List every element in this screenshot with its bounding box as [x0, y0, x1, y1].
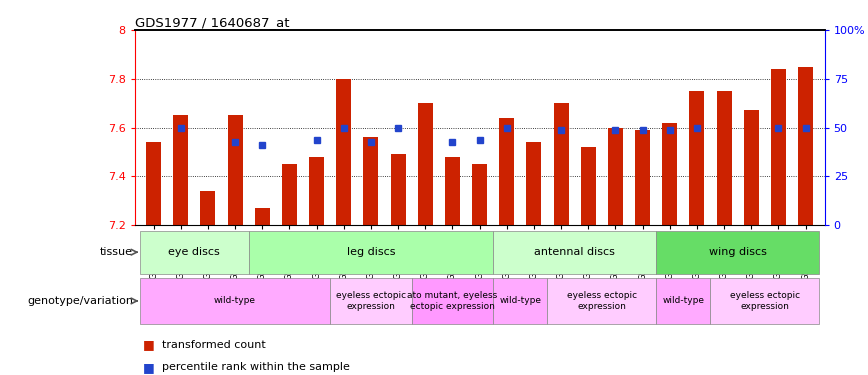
Text: leg discs: leg discs — [346, 247, 395, 257]
Bar — [472, 164, 487, 225]
Bar — [309, 157, 324, 225]
Bar — [140, 278, 330, 324]
Text: wild-type: wild-type — [662, 296, 704, 305]
Bar — [418, 103, 433, 225]
Text: wild-type: wild-type — [214, 296, 256, 305]
Bar — [744, 110, 759, 225]
Text: eyeless ectopic
expression: eyeless ectopic expression — [730, 291, 800, 310]
Bar — [526, 142, 542, 225]
Bar — [330, 278, 411, 324]
Bar — [499, 118, 514, 225]
Text: ■: ■ — [143, 361, 155, 374]
Text: eyeless ectopic
expression: eyeless ectopic expression — [336, 291, 406, 310]
Bar — [656, 278, 711, 324]
Bar — [771, 69, 786, 225]
Text: ■: ■ — [143, 339, 155, 351]
Text: eyeless ectopic
expression: eyeless ectopic expression — [567, 291, 637, 310]
Bar — [548, 278, 656, 324]
Bar — [254, 208, 270, 225]
Text: GDS1977 / 1640687_at: GDS1977 / 1640687_at — [135, 16, 289, 29]
Bar — [717, 91, 732, 225]
Bar — [146, 142, 161, 225]
Bar — [711, 278, 819, 324]
Text: wing discs: wing discs — [709, 247, 766, 257]
Bar — [201, 191, 215, 225]
Bar — [445, 157, 460, 225]
Bar — [635, 130, 650, 225]
Bar — [581, 147, 595, 225]
Text: tissue: tissue — [100, 247, 133, 257]
Bar — [227, 115, 242, 225]
Bar — [493, 278, 548, 324]
Bar — [140, 231, 248, 274]
Bar — [248, 231, 493, 274]
Bar — [608, 128, 623, 225]
Text: percentile rank within the sample: percentile rank within the sample — [162, 363, 350, 372]
Bar — [689, 91, 705, 225]
Bar — [411, 278, 493, 324]
Bar — [656, 231, 819, 274]
Bar — [364, 137, 378, 225]
Text: ato mutant, eyeless
ectopic expression: ato mutant, eyeless ectopic expression — [407, 291, 497, 310]
Text: transformed count: transformed count — [162, 340, 266, 350]
Bar — [336, 79, 352, 225]
Bar — [174, 115, 188, 225]
Bar — [493, 231, 656, 274]
Bar — [798, 67, 813, 225]
Text: genotype/variation: genotype/variation — [27, 296, 133, 306]
Text: antennal discs: antennal discs — [534, 247, 615, 257]
Text: eye discs: eye discs — [168, 247, 220, 257]
Bar — [391, 154, 405, 225]
Bar — [554, 103, 569, 225]
Text: wild-type: wild-type — [499, 296, 542, 305]
Bar — [282, 164, 297, 225]
Bar — [662, 123, 677, 225]
